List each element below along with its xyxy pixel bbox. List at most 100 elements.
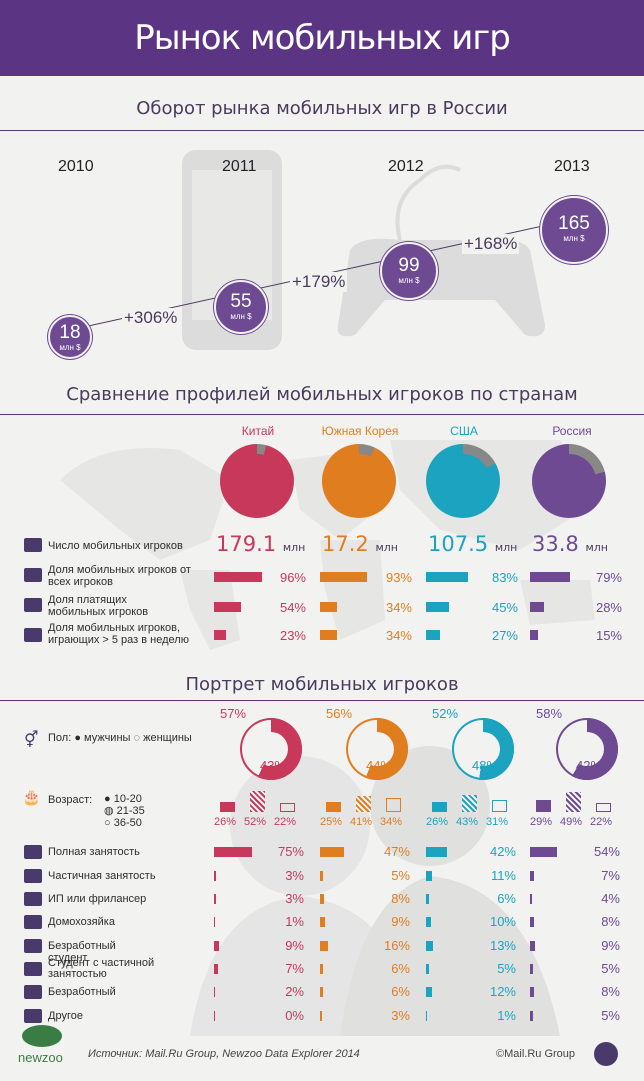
newzoo-logo-icon (22, 1025, 62, 1047)
calendar-icon (24, 628, 42, 642)
age-bar (536, 800, 551, 812)
growth-label: +179% (290, 272, 348, 292)
employment-bar (530, 941, 535, 951)
share-bar (320, 602, 337, 612)
age-value: 29% (530, 816, 553, 828)
employment-bar (426, 894, 429, 904)
share-value: 93% (385, 570, 412, 585)
employment-bar (426, 871, 432, 881)
employment-bar (320, 964, 323, 974)
employment-label: Частичная занятость (48, 870, 156, 882)
age-bar (566, 792, 581, 812)
age-value: 31% (486, 816, 509, 828)
age-bar (220, 801, 235, 812)
age-bar (250, 791, 265, 812)
employment-bar (320, 1011, 322, 1021)
employment-bar (320, 987, 323, 997)
row-label: Доля мобильных игроков от всех игроков (48, 564, 191, 588)
share-value: 34% (385, 600, 412, 615)
employment-value: 8% (391, 891, 410, 906)
men-share: 52% (432, 706, 459, 721)
employment-value: 13% (489, 938, 516, 953)
share-bar (530, 630, 538, 640)
employment-bar (214, 941, 219, 951)
gender-label: Пол: ● мужчины ◌ женщины (48, 732, 192, 744)
employment-bar (426, 987, 432, 997)
share-value: 83% (491, 570, 518, 585)
employment-bar (214, 964, 218, 974)
employment-value: 42% (489, 844, 516, 859)
age-value: 25% (320, 816, 343, 828)
employment-value: 10% (489, 914, 516, 929)
share-ring-russia (532, 444, 606, 518)
share-value: 23% (279, 628, 306, 643)
gender-donut (346, 718, 408, 780)
employment-bar (426, 917, 431, 927)
age-bar (356, 795, 371, 812)
employment-bar (320, 917, 325, 927)
employment-icon (24, 915, 42, 929)
skyscraper-icon (332, 454, 386, 508)
age-bar (432, 801, 447, 812)
employment-value: 9% (391, 914, 410, 929)
share-value: 79% (595, 570, 622, 585)
cake-icon: 🎂 (22, 789, 41, 806)
share-value: 34% (385, 628, 412, 643)
row-label: Число мобильных игроков (48, 540, 183, 552)
employment-label: Домохозяйка (48, 916, 115, 928)
kremlin-icon (542, 454, 596, 508)
age-value: 41% (350, 816, 373, 828)
employment-icon (24, 962, 42, 976)
employment-value: 4% (601, 891, 620, 906)
employment-label: Безработный (48, 986, 116, 998)
value-bubble-2010: 18 млн $ (48, 315, 92, 359)
share-value: 45% (491, 600, 518, 615)
share-bar (214, 572, 262, 582)
wallet-icon (24, 598, 42, 612)
divider (0, 700, 644, 701)
age-legend: ● 10-20 ◍ 21-35 ○ 36-50 (104, 793, 145, 829)
share-bar (320, 630, 337, 640)
year-2010: 2010 (58, 158, 94, 175)
row-label: Доля платящих мобильных игроков (48, 594, 149, 618)
employment-bar (214, 894, 216, 904)
share-ring-usa (426, 444, 500, 518)
player-count: 17.2 млн (322, 532, 398, 556)
employment-value: 3% (285, 868, 304, 883)
share-ring-korea (322, 444, 396, 518)
employment-bar (530, 894, 532, 904)
gender-donut (452, 718, 514, 780)
employment-bar (426, 1011, 427, 1021)
employment-value: 8% (601, 984, 620, 999)
age-value: 22% (274, 816, 297, 828)
gamepad-icon (24, 568, 42, 582)
women-share: 42% (576, 758, 603, 773)
section2-title: Сравнение профилей мобильных игроков по … (66, 384, 578, 405)
employment-bar (320, 941, 328, 951)
employment-bar (214, 1011, 215, 1021)
value-bubble-2011: 55 млн $ (214, 280, 268, 334)
employment-bar (214, 917, 215, 927)
employment-value: 8% (601, 914, 620, 929)
age-value: 26% (214, 816, 237, 828)
newzoo-logo: newzoo (18, 1050, 63, 1065)
donut-hole (570, 732, 604, 766)
statue-of-liberty-icon (436, 454, 490, 508)
age-value: 22% (590, 816, 613, 828)
employment-bar (530, 987, 534, 997)
source-text: Источник: Mail.Ru Group, Newzoo Data Exp… (88, 1048, 360, 1060)
employment-value: 2% (285, 984, 304, 999)
share-bar (320, 572, 367, 582)
share-bar (214, 602, 241, 612)
women-share: 43% (260, 758, 287, 773)
employment-bar (320, 871, 323, 881)
gender-donut (556, 718, 618, 780)
share-bar (214, 630, 226, 640)
share-value: 28% (595, 600, 622, 615)
employment-bar (426, 941, 433, 951)
employment-label: Студент с частичной занятостью (48, 957, 155, 980)
employment-value: 9% (601, 938, 620, 953)
age-bar (462, 794, 477, 812)
share-bar (426, 572, 468, 582)
employment-bar (426, 964, 429, 974)
